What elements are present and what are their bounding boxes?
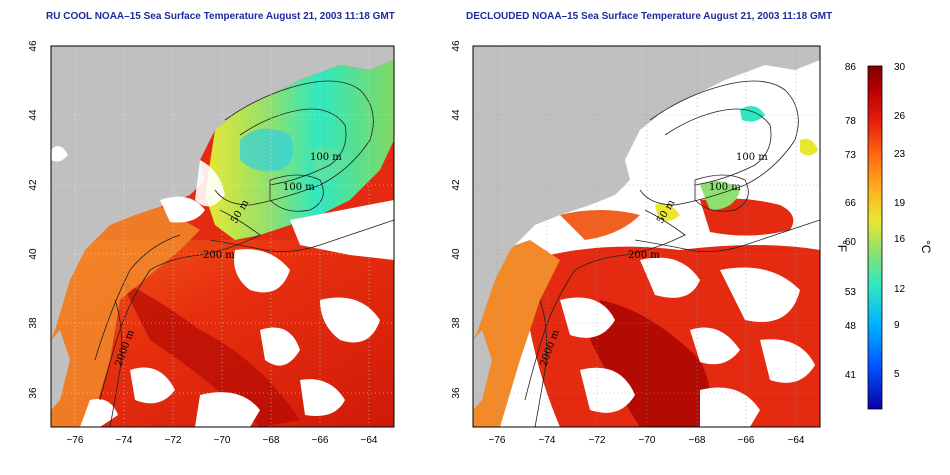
left-bathymetry-contours xyxy=(94,80,394,427)
left-cool-water xyxy=(205,60,394,240)
x-tick-label: −66 xyxy=(312,435,329,446)
x-tick-label: −76 xyxy=(67,435,84,446)
fahrenheit-tick: 48 xyxy=(845,321,857,332)
right-contour-label: 100 m xyxy=(736,152,768,163)
right-land-mass xyxy=(473,46,820,340)
x-tick-label: −72 xyxy=(165,435,182,446)
celsius-tick: 19 xyxy=(894,198,906,209)
y-tick-label: 38 xyxy=(451,317,462,329)
x-tick-label: −76 xyxy=(489,435,506,446)
y-tick-label: 44 xyxy=(451,109,462,121)
right-contour-label: 200 m xyxy=(628,250,660,261)
left-map-title: RU COOL NOAA–15 Sea Surface Temperature … xyxy=(46,11,395,22)
celsius-tick: 26 xyxy=(894,111,906,122)
left-sst-map xyxy=(51,46,394,427)
celsius-tick: 5 xyxy=(894,369,900,380)
y-tick-label: 46 xyxy=(28,40,39,52)
temperature-colorbar: 86 78 73 66 60 53 48 41 30 26 23 19 16 1… xyxy=(835,62,933,410)
celsius-tick: 16 xyxy=(894,234,906,245)
fahrenheit-unit-label: °F xyxy=(835,240,849,252)
right-bathymetry-contours xyxy=(524,80,820,427)
x-tick-label: −74 xyxy=(539,435,556,446)
y-tick-label: 40 xyxy=(451,248,462,260)
celsius-tick: 12 xyxy=(894,284,906,295)
right-cloud-patches xyxy=(560,257,815,427)
x-tick-label: −66 xyxy=(738,435,755,446)
celsius-tick: 23 xyxy=(894,149,906,160)
left-map-frame xyxy=(50,45,395,428)
y-tick-label: 36 xyxy=(28,387,39,399)
right-map-title: DECLOUDED NOAA–15 Sea Surface Temperatur… xyxy=(466,11,833,22)
x-tick-label: −64 xyxy=(788,435,805,446)
fahrenheit-tick: 86 xyxy=(845,62,857,73)
left-x-axis: −76 −74 −72 −70 −68 −66 −64 xyxy=(67,435,378,446)
y-tick-label: 44 xyxy=(28,109,39,121)
fahrenheit-tick: 66 xyxy=(845,198,857,209)
left-y-axis: 46 44 42 40 38 36 xyxy=(28,40,39,399)
x-tick-label: −68 xyxy=(263,435,280,446)
x-tick-label: −74 xyxy=(116,435,133,446)
right-map-frame xyxy=(472,45,821,428)
fahrenheit-tick: 60 xyxy=(845,237,857,248)
celsius-tick: 9 xyxy=(894,320,900,331)
y-tick-label: 40 xyxy=(28,248,39,260)
left-land-mass xyxy=(51,46,394,340)
left-contour-label: 100 m xyxy=(310,152,342,163)
left-contour-label: 100 m xyxy=(283,182,315,193)
fahrenheit-tick: 78 xyxy=(845,116,857,127)
fahrenheit-tick: 73 xyxy=(845,150,857,161)
y-tick-label: 46 xyxy=(451,40,462,52)
right-y-axis: 46 44 42 40 38 36 xyxy=(451,40,462,399)
y-tick-label: 42 xyxy=(28,179,39,191)
x-tick-label: −70 xyxy=(639,435,656,446)
y-tick-label: 36 xyxy=(451,387,462,399)
celsius-tick: 30 xyxy=(894,62,906,73)
fahrenheit-tick: 41 xyxy=(845,370,857,381)
celsius-unit-label: °C xyxy=(919,240,933,254)
right-x-axis: −76 −74 −72 −70 −68 −66 −64 xyxy=(489,435,805,446)
colorbar-gradient xyxy=(867,65,883,410)
x-tick-label: −70 xyxy=(214,435,231,446)
x-tick-label: −68 xyxy=(689,435,706,446)
left-cloud-patches xyxy=(51,146,394,427)
right-contour-label: 100 m xyxy=(709,182,741,193)
x-tick-label: −64 xyxy=(361,435,378,446)
y-tick-label: 42 xyxy=(451,179,462,191)
y-tick-label: 38 xyxy=(28,317,39,329)
x-tick-label: −72 xyxy=(589,435,606,446)
fahrenheit-tick: 53 xyxy=(845,287,857,298)
left-contour-label: 200 m xyxy=(203,250,235,261)
right-sst-map xyxy=(473,46,820,427)
